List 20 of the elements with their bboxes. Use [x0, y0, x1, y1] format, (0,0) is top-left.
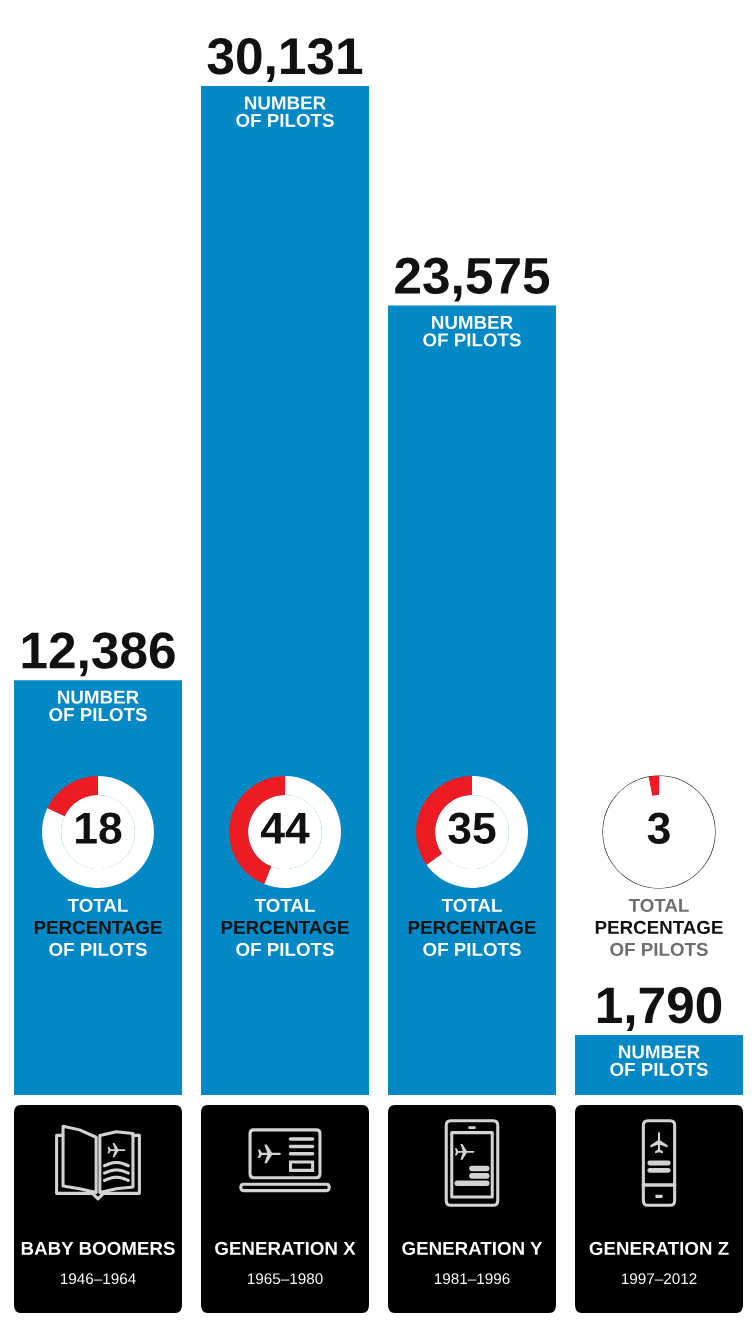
annotation: TOTAL PERCENTAGE OF PILOTS: [221, 898, 349, 957]
data-label: 18: [76, 812, 122, 844]
data-label: 23,575: [395, 257, 550, 302]
series-label: NUMBER OF PILOTS: [49, 690, 147, 722]
data-label: 3: [647, 812, 670, 844]
data-label: 1,790: [597, 987, 722, 1031]
annotation: TOTAL PERCENTAGE OF PILOTS: [34, 898, 162, 957]
x-tick-label: GENERATION Z 1997–2012: [589, 1241, 729, 1285]
data-label: 35: [448, 812, 496, 844]
text: NUMBER OF PILOTS: [236, 96, 334, 127]
x-tick-label: BABY BOOMERS 1946–1964: [21, 1241, 175, 1285]
data-label: 30,131: [207, 38, 363, 82]
text: NUMBER OF PILOTS: [423, 315, 521, 347]
data-label: 44: [260, 812, 310, 844]
annotation: TOTAL PERCENTAGE OF PILOTS: [408, 898, 536, 957]
data-label: 12,386: [22, 632, 175, 677]
annotation: TOTAL PERCENTAGE OF PILOTS: [595, 898, 723, 957]
text: NUMBER OF PILOTS: [610, 1045, 708, 1077]
x-tick-label: GENERATION X 1965–1980: [215, 1241, 356, 1285]
x-tick-label: GENERATION Y 1981–1996: [402, 1241, 543, 1285]
